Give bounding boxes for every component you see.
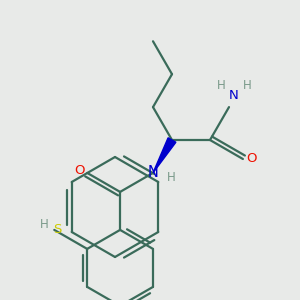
Text: N: N xyxy=(148,165,158,180)
Text: H: H xyxy=(243,79,251,92)
Text: O: O xyxy=(74,164,84,177)
Text: H: H xyxy=(167,171,176,184)
Text: S: S xyxy=(53,224,61,236)
Text: N: N xyxy=(229,88,239,102)
Polygon shape xyxy=(153,138,176,173)
Text: O: O xyxy=(247,152,257,166)
Text: H: H xyxy=(40,218,49,231)
Text: H: H xyxy=(217,79,225,92)
